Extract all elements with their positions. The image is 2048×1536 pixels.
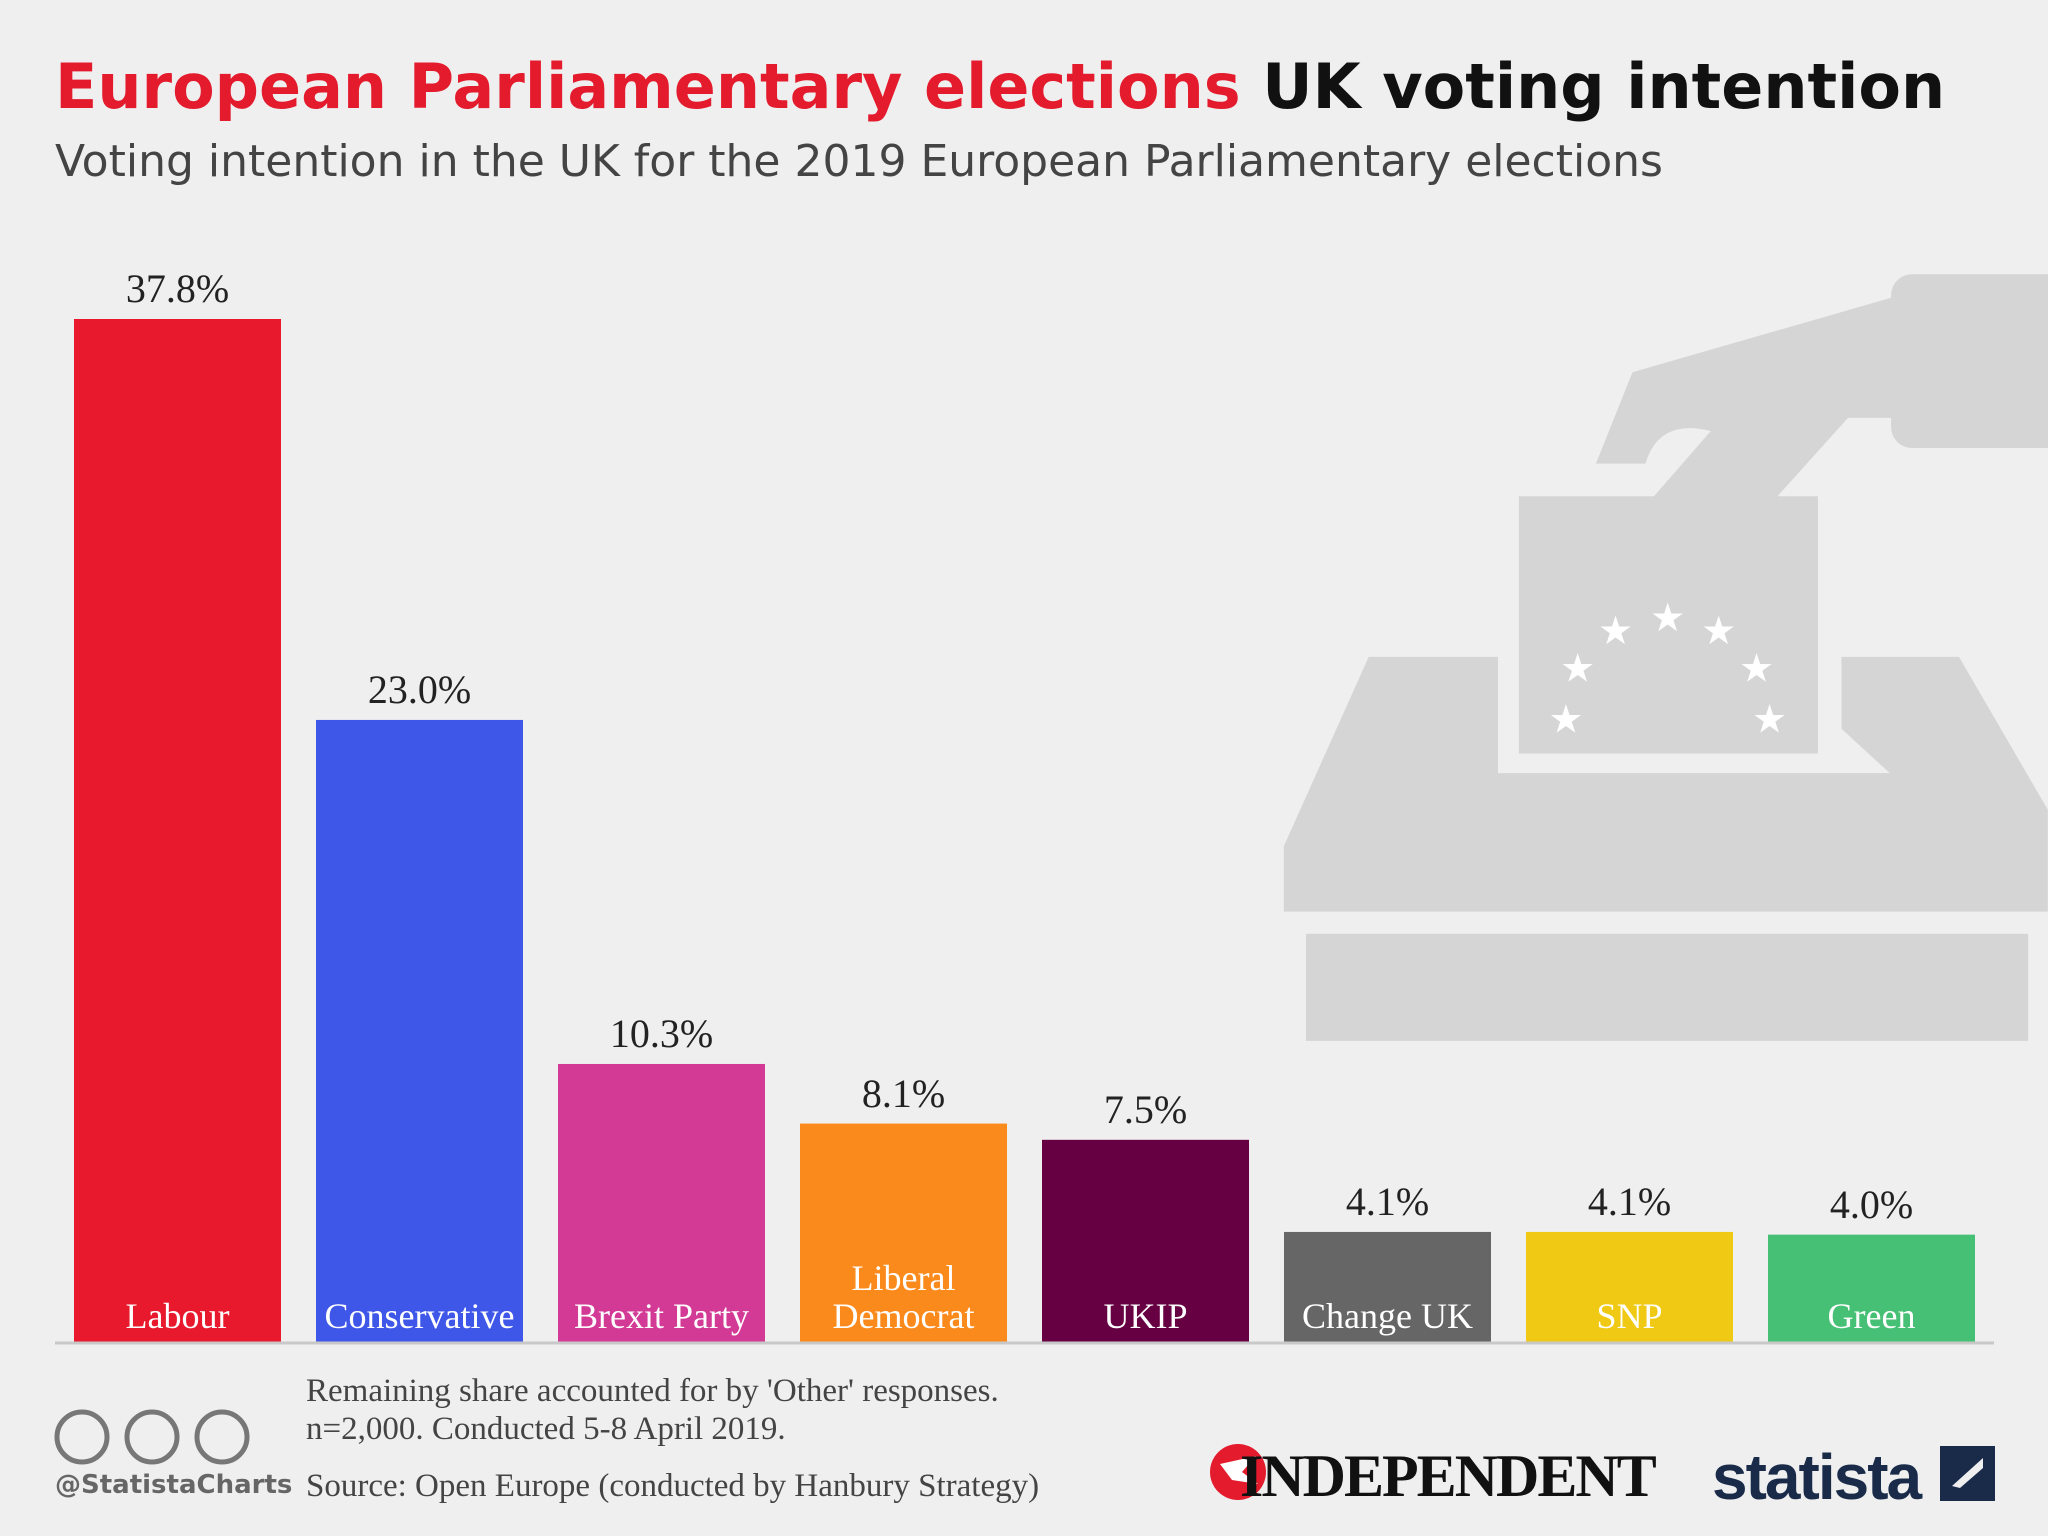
source: Source: Open Europe (conducted by Hanbur…	[306, 1468, 1040, 1504]
subtitle: Voting intention in the UK for the 2019 …	[55, 136, 1663, 187]
credit: @StatistaCharts	[55, 1470, 293, 1500]
notes: Remaining share accounted for by 'Other'…	[306, 1372, 999, 1448]
svg-text:★: ★	[1650, 596, 1685, 641]
chart-title: European Parliamentary elections UK voti…	[55, 50, 1945, 123]
value-label: 7.5%	[1103, 1086, 1188, 1132]
cc-icons	[54, 1409, 250, 1465]
brand-logo: statista	[1712, 1441, 1922, 1513]
value-label: 4.0%	[1829, 1181, 1914, 1227]
value-label: 8.1%	[861, 1070, 946, 1116]
value-label: 10.3%	[609, 1010, 714, 1056]
value-label: 23.0%	[367, 666, 472, 712]
value-label: 4.1%	[1587, 1178, 1672, 1224]
svg-text:★: ★	[1752, 698, 1787, 743]
independent-eagle	[1210, 1444, 1266, 1500]
bar	[1768, 1234, 1975, 1343]
statista-icon	[1940, 1446, 1995, 1501]
bar	[558, 1063, 765, 1343]
title-highlight: European Parliamentary elections	[55, 50, 1241, 123]
svg-text:★: ★	[1739, 647, 1774, 692]
bar	[1042, 1139, 1249, 1343]
bar	[74, 318, 281, 1343]
bar	[1526, 1231, 1733, 1343]
svg-text:★: ★	[1701, 609, 1736, 654]
bar	[316, 719, 523, 1343]
note: Remaining share accounted for by 'Other'…	[306, 1373, 999, 1409]
category-label: Green	[1827, 1296, 1916, 1336]
svg-text:★: ★	[1598, 609, 1633, 654]
category-label: Liberal Democrat	[832, 1258, 975, 1336]
bar	[800, 1123, 1007, 1343]
note: n=2,000. Conducted 5-8 April 2019.	[306, 1411, 786, 1447]
ballot-icon: ★★ ★ ★ ★★ ★	[1283, 274, 2048, 1041]
title-rest: UK voting intention	[1262, 50, 1946, 123]
category-label: SNP	[1596, 1296, 1663, 1336]
partner-logo: INDEPENDENT	[1240, 1443, 1657, 1509]
category-label: Change UK	[1302, 1296, 1473, 1336]
category-label: Brexit Party	[574, 1296, 749, 1336]
category-label: UKIP	[1103, 1296, 1188, 1336]
bar	[1284, 1231, 1491, 1343]
value-label: 37.8%	[125, 265, 230, 311]
value-label: 4.1%	[1345, 1178, 1430, 1224]
category-label: Labour	[125, 1296, 230, 1336]
svg-text:★: ★	[1548, 698, 1583, 743]
category-label: Conservative	[324, 1296, 515, 1336]
svg-text:★: ★	[1560, 647, 1595, 692]
